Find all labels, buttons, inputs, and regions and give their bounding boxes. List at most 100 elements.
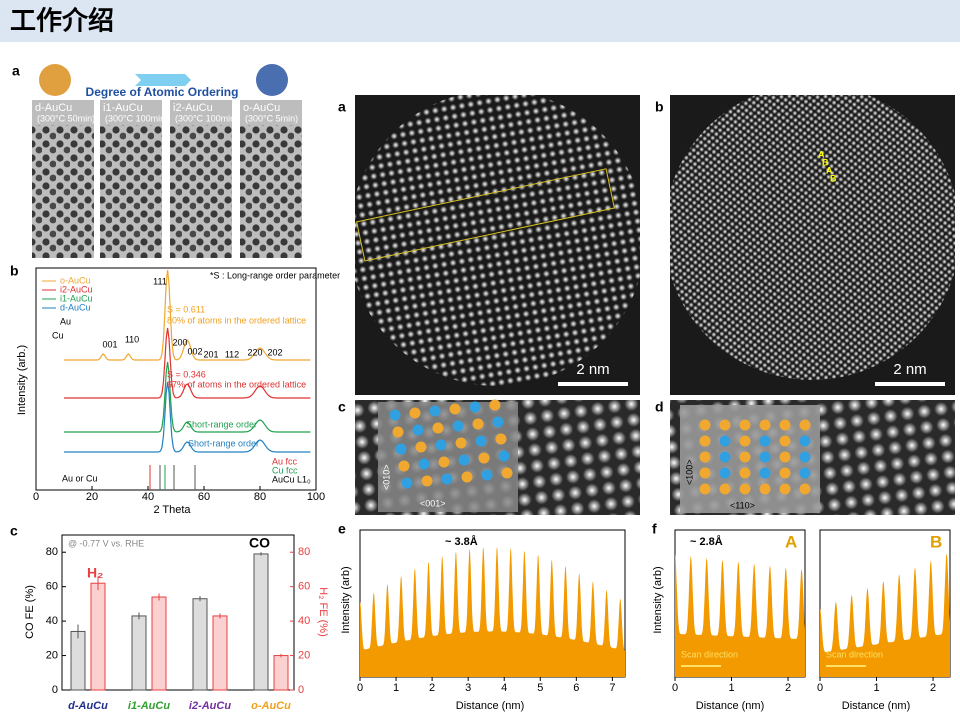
atom [759,435,771,447]
atom [392,426,404,438]
atom [779,483,791,495]
legend-label: o-AuCu [60,275,91,285]
annotation: 67% of atoms in the ordered lattice [167,379,306,389]
sample-condition: (300°C 50min) [37,113,95,123]
axes [35,267,317,491]
atom: Au or Cu [62,473,98,483]
legend-label: d-AuCu [60,302,91,312]
x-tick-label: 0 [33,491,39,503]
panel-label: a [12,63,20,79]
series-label: CO [249,535,270,551]
particles [100,125,162,258]
x-tick-label: 1 [873,682,879,694]
atom [401,477,413,489]
x-tick-label: 2 [429,682,435,694]
xrd-curve [64,269,311,361]
x-tick-label: d-AuCu [68,700,108,712]
bar [212,615,228,691]
x-tick-label: 20 [86,491,98,503]
x-tick-label: 1 [728,682,734,694]
atom [461,471,473,483]
peak-label: 201 [203,349,218,359]
atom [452,420,464,432]
atom [799,435,811,447]
x-tick-label: 5 [537,682,543,694]
profile-name: B [930,532,942,551]
atom [449,403,461,415]
x-tick-label: 60 [198,491,210,503]
annotation: 80% of atoms in the ordered lattice [167,315,306,325]
scale-bar [558,382,628,386]
xrd-curve [64,327,311,399]
atom [489,399,501,411]
direction: <010> [381,464,391,490]
atom [478,452,490,464]
x-tick-label: 0 [357,682,363,694]
direction: <110> [730,500,755,510]
x-tick-label: 3 [465,682,471,694]
atom [739,451,751,463]
peak-label: 112 [225,349,239,359]
panel-label: f [652,521,657,537]
legend-label: i1-AuCu [60,293,93,303]
bar [253,553,269,691]
x-tick-label: 2 [785,682,791,694]
sample-name: o-AuCu [243,102,280,114]
atom [421,475,433,487]
note: @ -0.77 V vs. RHE [68,538,144,548]
title: 工作介绍 [10,7,114,37]
x-tick-label: 7 [609,682,615,694]
profile-name: A [785,532,797,551]
atom [409,407,421,419]
annotation: S = 0.611 [167,304,205,314]
y2-tick-label: 20 [298,649,310,661]
scale-bar [875,382,945,386]
np-icon [256,64,288,96]
y-tick-label: 60 [46,581,58,593]
panel-label: a [338,99,346,115]
atom [759,419,771,431]
bar [151,596,167,691]
atom [719,419,731,431]
atom [458,454,470,466]
lattice [355,95,640,386]
atom [759,451,771,463]
atom [481,469,493,481]
lattice [670,95,955,380]
direction: <100> [684,459,694,485]
atom [498,450,510,462]
atom [469,401,481,413]
annotation: Short-range order [186,419,257,429]
atom [779,419,791,431]
x-tick-label: 40 [142,491,154,503]
particles [240,125,302,258]
profile [360,546,625,677]
series-label: H₂ [87,565,103,581]
x-tick-label: o-AuCu [251,700,291,712]
scan-label: Scan direction [826,649,883,659]
sample-name: i2-AuCu [173,102,213,114]
atom [719,483,731,495]
profile [820,553,950,677]
atom [719,451,731,463]
legend-label: i2-AuCu [60,284,93,294]
x-tick-label: 4 [501,682,507,694]
sample-condition: (300°C 5min) [245,113,298,123]
atom [739,483,751,495]
panel-label: b [10,263,19,279]
atom [418,458,430,470]
y-label: Intensity (arb) [652,566,664,633]
atom [389,409,401,421]
atom [492,416,504,428]
x-label: 2 Theta [153,504,191,516]
xrd-curve [64,361,311,433]
atom [779,467,791,479]
atom [739,435,751,447]
atom [699,467,711,479]
ref: Au fcc [272,456,298,466]
atom [412,424,424,436]
profile [675,553,805,677]
arrow [135,74,191,86]
bar [273,655,289,691]
